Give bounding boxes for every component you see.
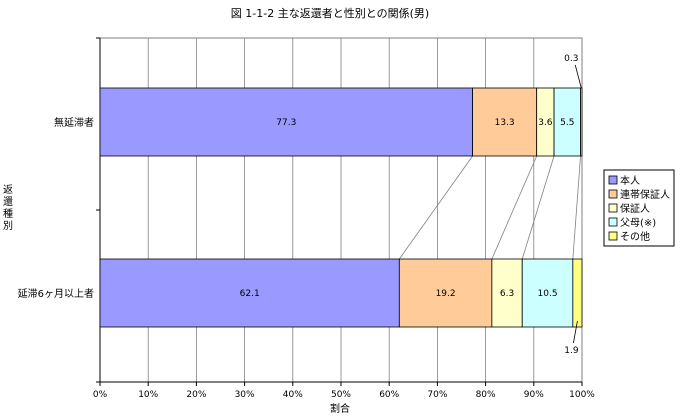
x-tick-label: 30% [235, 390, 255, 400]
data-label: 62.1 [240, 289, 260, 299]
series-connector-line [398, 155, 473, 260]
data-label: 5.5 [560, 118, 574, 128]
bar-segment [521, 258, 574, 328]
x-tick-label: 10% [138, 390, 158, 400]
chart-title: 図 1-1-2 主な返還者と性別との関係(男) [231, 6, 429, 20]
bar-segment [99, 87, 473, 157]
data-label: 6.3 [500, 289, 514, 299]
series-connector-line [572, 155, 581, 260]
x-tick-label: 70% [427, 390, 447, 400]
bar-segment [572, 258, 583, 328]
data-label: 3.6 [538, 118, 553, 128]
x-tick-label: 90% [524, 390, 544, 400]
bar-segment [99, 258, 400, 328]
series-connector-line [521, 155, 555, 260]
legend-label: 保証人 [620, 202, 650, 215]
bar-segment [398, 258, 493, 328]
plot-area: 0% 10% 20% 30% 40% 50% 60% 70% 80% 90% 100% 無延滞者 77.… [18, 37, 595, 400]
bar-segment [553, 87, 581, 157]
bar-segment [580, 87, 583, 157]
x-tick-label: 20% [186, 390, 206, 400]
y-axis-title-char: 還 [3, 196, 13, 208]
y-axis-title-char: 別 [3, 220, 13, 232]
x-tick-label: 100% [569, 390, 595, 400]
legend-swatch [608, 203, 618, 213]
data-label: 77.3 [276, 118, 296, 128]
data-label: 13.3 [495, 118, 515, 128]
legend-label: 父母(※) [620, 217, 656, 229]
legend-label: 連帯保証人 [620, 188, 670, 201]
bar-segment [491, 258, 523, 328]
data-label: 1.9 [564, 346, 579, 356]
y-axis-title-char: 返 [3, 184, 13, 196]
leader-line [574, 64, 582, 89]
x-tick-label: 80% [476, 390, 496, 400]
leader-line [573, 320, 578, 344]
y-axis-title-char: 種 [3, 207, 13, 220]
legend-swatch [608, 231, 618, 241]
x-tick-label: 0% [93, 390, 108, 400]
x-tick-label: 60% [379, 390, 399, 400]
data-label: 19.2 [436, 289, 456, 299]
series-connector-line [491, 155, 538, 260]
legend-swatch [608, 217, 618, 227]
data-label: 10.5 [538, 289, 558, 299]
category-label: 無延滞者 [54, 116, 94, 129]
legend-swatch [608, 175, 618, 185]
legend-swatch [608, 189, 618, 199]
x-axis-title: 割合 [330, 402, 350, 415]
x-tick-label: 50% [331, 390, 351, 400]
x-tick-label: 40% [283, 390, 303, 400]
legend-label: その他 [620, 230, 650, 243]
bar-segment [472, 87, 538, 157]
legend-label: 本人 [620, 174, 640, 187]
category-label: 延滞6ヶ月以上者 [18, 288, 94, 300]
data-label: 0.3 [564, 54, 578, 64]
